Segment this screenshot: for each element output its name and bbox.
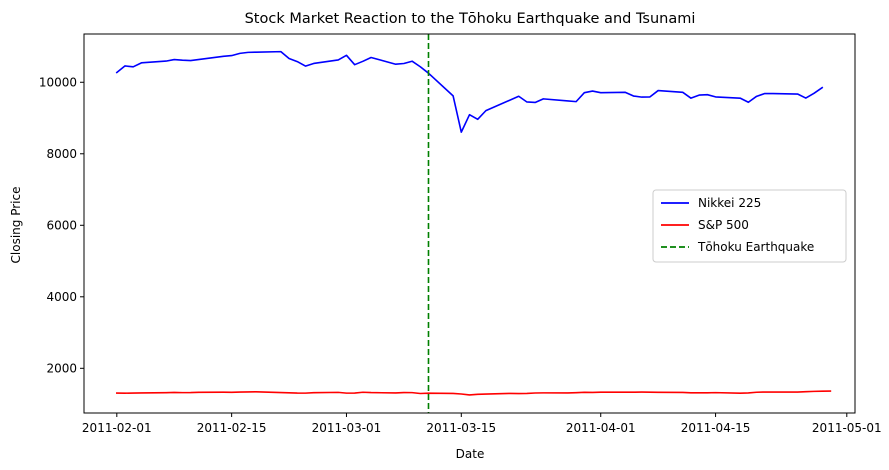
series-layer [115,50,832,396]
x-tick-label: 2011-02-01 [82,421,152,435]
series-line-nikkei-225 [115,50,824,133]
y-tick-label: 6000 [46,218,77,232]
x-axis-label: Date [456,447,485,461]
legend: Nikkei 225 S&P 500 Tōhoku Earthquake [652,189,847,263]
y-axis-label: Closing Price [9,187,23,264]
legend-box [652,189,847,263]
y-tick-label: 2000 [46,361,77,375]
legend-label-nikkei-225: Nikkei 225 [698,196,761,210]
y-tick-label: 10000 [39,75,77,89]
x-tick-label: 2011-04-15 [681,421,751,435]
x-tick-label: 2011-02-15 [197,421,267,435]
y-tick-label: 4000 [46,290,77,304]
series-line-s-p-500 [116,390,832,396]
x-tick-label: 2011-04-01 [566,421,636,435]
x-tick-label: 2011-03-15 [426,421,496,435]
y-tick-label: 8000 [46,147,77,161]
x-tick-label: 2011-05-01 [812,421,882,435]
x-axis: 2011-02-01 2011-02-15 2011-03-01 2011-03-15… [82,413,882,435]
x-tick-label: 2011-03-01 [312,421,382,435]
legend-label-s-p-500: S&P 500 [698,218,749,232]
y-axis: 2000 4000 6000 8000 10000 [39,75,84,375]
legend-label-earthquake: Tōhoku Earthquake [697,240,814,254]
plot-frame [83,33,856,414]
chart-title: Stock Market Reaction to the Tōhoku Eart… [245,11,696,27]
